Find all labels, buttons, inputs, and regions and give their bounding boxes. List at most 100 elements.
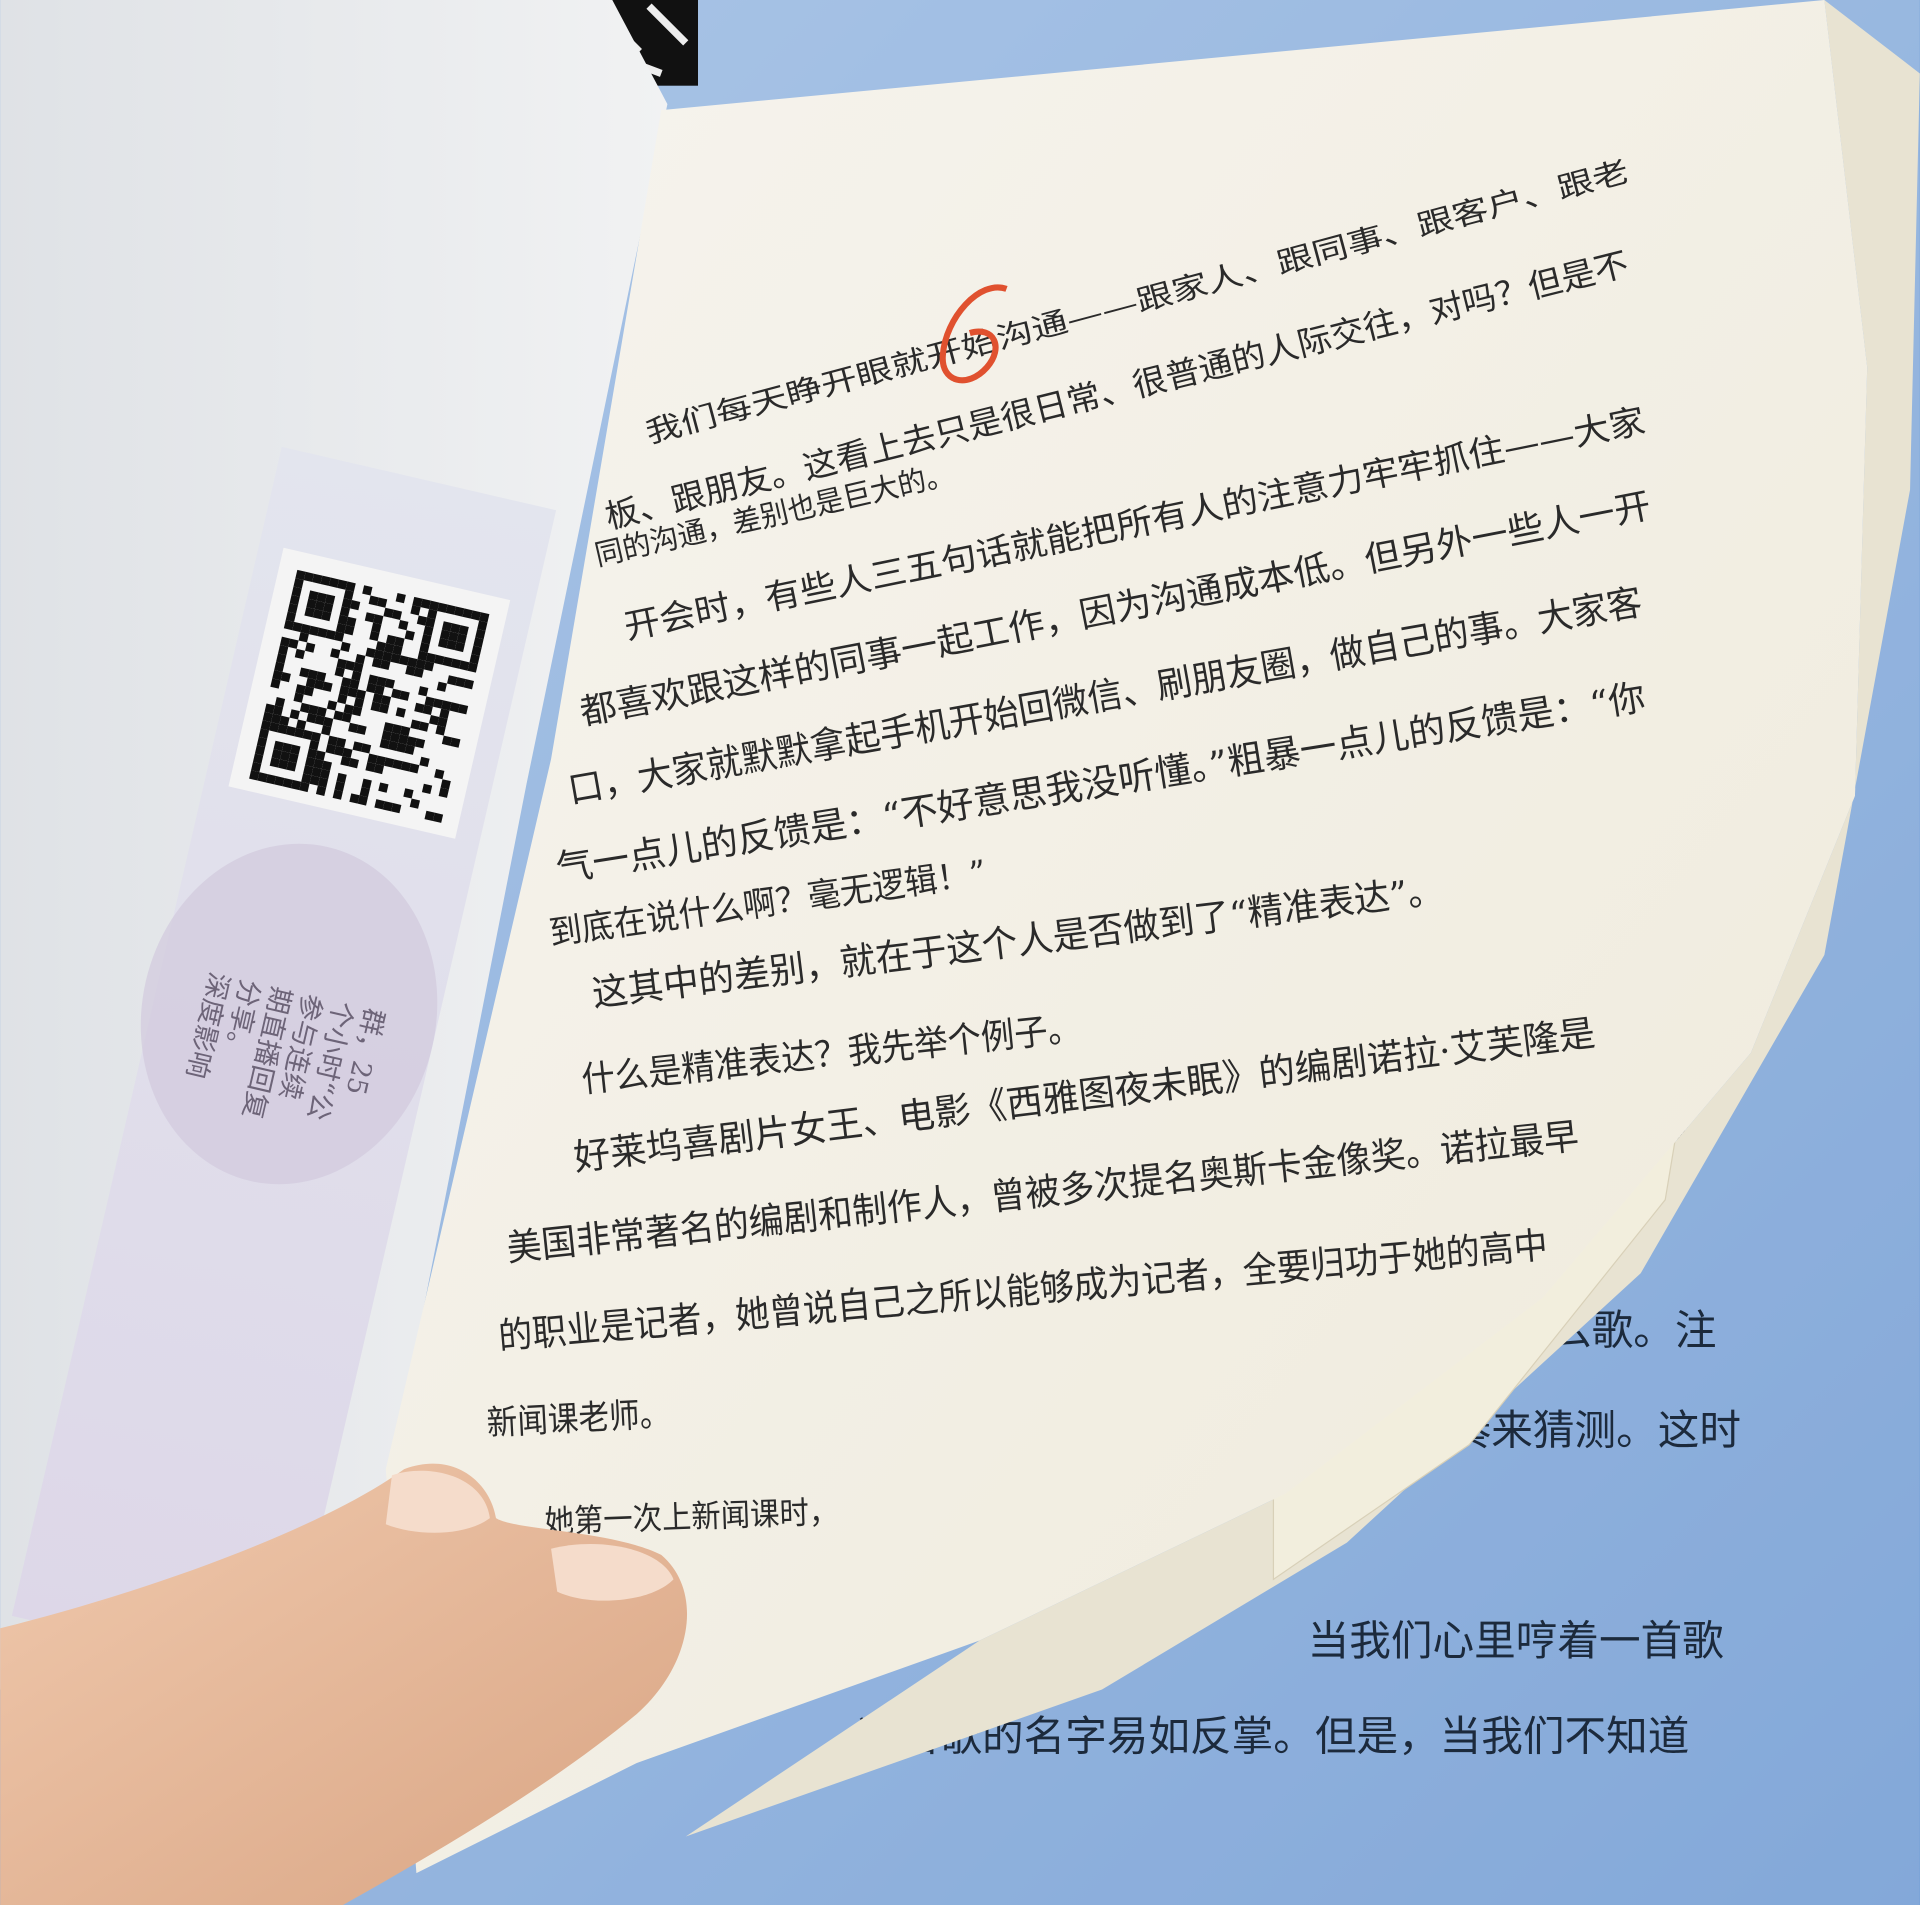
qr-cell: [287, 603, 298, 614]
qr-cell: [341, 712, 352, 723]
qr-cell: [278, 759, 289, 770]
qr-cell: [442, 656, 453, 667]
qr-cell: [375, 641, 386, 652]
qr-cell: [278, 644, 289, 656]
qr-cell: [439, 629, 451, 640]
qr-cell: [424, 810, 435, 822]
qr-cell: [376, 676, 387, 687]
qr-cell: [427, 609, 438, 620]
qr-cell: [425, 617, 436, 628]
qr-cell: [337, 579, 348, 590]
qr-cell: [409, 798, 420, 809]
qr-cell: [335, 623, 347, 634]
qr-cell: [376, 597, 388, 608]
qr-cell: [391, 724, 403, 735]
qr-cell: [373, 614, 384, 625]
qr-cell: [389, 732, 401, 743]
qr-cell: [337, 614, 349, 626]
qr-cell: [306, 598, 317, 610]
qr-cell: [317, 627, 328, 638]
qr-cell: [343, 589, 354, 601]
qr-cell: [282, 777, 293, 789]
qr-cell: [270, 713, 282, 724]
qr-cell: [339, 685, 350, 696]
qr-cell: [289, 594, 300, 606]
qr-cell: [359, 786, 370, 798]
qr-cell: [321, 610, 332, 622]
qr-cell: [323, 716, 334, 728]
qr-cell: [395, 592, 406, 604]
qr-cell: [380, 659, 391, 671]
qr-cell: [446, 639, 457, 651]
qr-cell: [326, 700, 338, 711]
qr-cell: [384, 678, 395, 689]
qr-cell: [315, 671, 327, 682]
qr-cell: [414, 702, 425, 714]
qr-cell: [391, 803, 402, 814]
qr-cell: [344, 660, 356, 671]
qr-cell: [262, 711, 273, 723]
qr-cell: [328, 577, 340, 588]
qr-cell: [414, 738, 426, 749]
qr-cell: [254, 745, 266, 756]
qr-cell: [416, 615, 428, 626]
qr-cell: [303, 686, 315, 697]
qr-cell: [374, 799, 385, 810]
qr-cell: [299, 702, 311, 714]
text-line: 新闻课老师。: [486, 1394, 671, 1444]
red-annotation: [939, 284, 1008, 384]
qr-cell: [356, 724, 367, 735]
qr-cell: [435, 725, 446, 736]
qr-cell: [300, 623, 311, 635]
qr-cell: [357, 795, 368, 806]
qr-cell: [299, 667, 310, 678]
qr-cell: [347, 687, 358, 698]
qr-cell: [390, 653, 401, 664]
qr-cell: [306, 748, 318, 759]
qr-cell: [327, 735, 338, 746]
qr-cell: [288, 638, 299, 649]
qr-cell: [336, 658, 347, 669]
qr-cell: [458, 625, 469, 636]
qr-cell: [421, 634, 432, 645]
qr-cell: [276, 653, 287, 664]
qr-cell: [384, 757, 395, 768]
qr-cell: [305, 642, 316, 653]
qr-cell: [420, 598, 431, 610]
qr-cell: [438, 787, 449, 798]
qr-cell: [339, 606, 350, 617]
qr-cell: [346, 616, 357, 628]
qr-cell: [317, 777, 329, 788]
qr-cell: [440, 779, 451, 790]
qr-cell: [303, 571, 315, 583]
qr-cell: [279, 715, 290, 726]
qr-cell: [312, 609, 324, 620]
qr-cell: [475, 628, 486, 640]
qr-cell: [274, 661, 285, 672]
qr-cell: [368, 595, 379, 606]
qr-cell: [373, 763, 385, 775]
qr-cell: [372, 693, 383, 704]
qr-cell: [419, 642, 430, 653]
qr-cell: [295, 569, 306, 581]
qr-cell: [367, 674, 379, 685]
qr-cell: [309, 775, 320, 786]
qr-cell: [398, 655, 410, 666]
qr-cell: [413, 667, 424, 678]
qr-cell: [437, 637, 449, 649]
qr-cell: [406, 736, 417, 747]
qr-cell: [374, 684, 385, 696]
qr-cell: [399, 690, 410, 701]
qr-cell: [307, 669, 318, 680]
qr-cell: [477, 620, 488, 631]
qr-cell: [315, 750, 326, 761]
qr-cell: [410, 605, 421, 616]
qr-cell: [320, 575, 331, 586]
qr-cell: [271, 749, 282, 760]
qr-cell: [334, 781, 345, 792]
qr-code: [249, 569, 490, 823]
qr-cell: [425, 652, 437, 663]
qr-cell: [423, 661, 435, 672]
qr-cell: [252, 753, 264, 764]
